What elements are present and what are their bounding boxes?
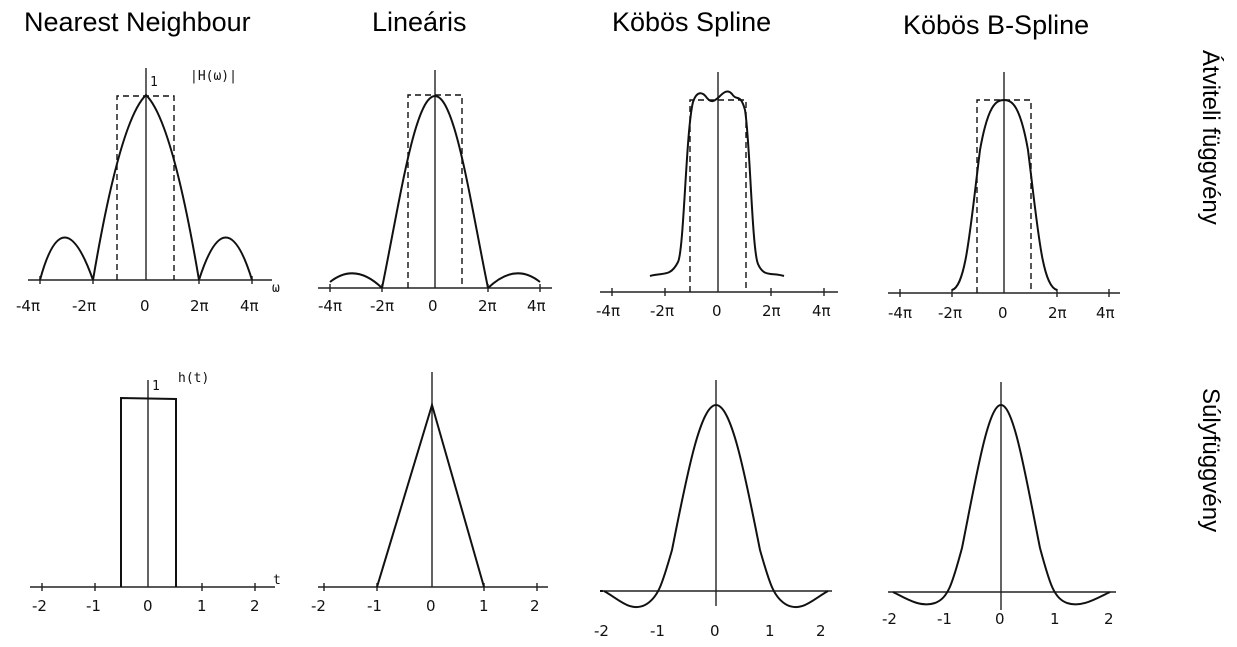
tick-label: 0 <box>140 297 150 315</box>
transfer-curve-side-right <box>487 272 541 289</box>
weight-box <box>120 396 177 587</box>
transfer-curve-side-left <box>39 236 94 281</box>
tick-label: 2 <box>1104 610 1114 628</box>
panel-transfer-nearest: 1 |H(ω)| ω -4π -2π 0 2π 4π <box>16 68 280 315</box>
tick-label: 2 <box>530 597 540 615</box>
tick-label: -4π <box>888 304 912 322</box>
tick-label: -4π <box>318 297 342 315</box>
transfer-curve <box>951 98 1058 291</box>
tick-label: 2π <box>762 302 781 320</box>
tick-label: 2π <box>190 297 209 315</box>
tick-label: -1 <box>86 597 101 615</box>
tick-label: 0 <box>712 302 722 320</box>
tick-label: 2 <box>250 597 260 615</box>
tick-label: 4π <box>527 297 546 315</box>
tick-label: 0 <box>426 597 436 615</box>
tick-label: -2π <box>650 302 674 320</box>
tick-label: -2π <box>72 297 96 315</box>
title-nearest-neighbour: Nearest Neighbour <box>24 7 251 37</box>
tick-label: 4π <box>240 297 259 315</box>
tick-label: -1 <box>650 622 665 640</box>
annotation-H: |H(ω)| <box>190 69 237 84</box>
panel-transfer-cubic-bspline: -4π -2π 0 2π 4π <box>888 72 1120 322</box>
tick-label: 1 <box>479 597 489 615</box>
transfer-curve-side-right <box>198 236 253 281</box>
weight-curve <box>892 403 1111 606</box>
annotation-h: h(t) <box>178 371 209 386</box>
tick-label: 4π <box>812 302 831 320</box>
tick-label: 0 <box>710 622 720 640</box>
tick-label: -2π <box>370 297 394 315</box>
row-label-weight: Súlyfüggvény <box>1197 388 1224 532</box>
ideal-box <box>689 99 747 292</box>
panel-transfer-linear: -4π -2π 0 2π 4π <box>318 70 552 315</box>
tick-label: 0 <box>428 297 438 315</box>
tick-label: 2 <box>816 622 826 640</box>
panel-weight-linear: -2 -1 0 1 2 <box>311 372 548 615</box>
tick-label: 0 <box>995 610 1005 628</box>
tick-label: 1 <box>197 597 207 615</box>
row-label-transfer: Átviteli függvény <box>1197 50 1224 225</box>
panel-weight-nearest: 1 h(t) t -2 -1 0 1 2 <box>30 371 281 615</box>
annotation-one: 1 <box>150 75 158 90</box>
tick-label: -4π <box>16 297 40 315</box>
tick-label: -2π <box>938 304 962 322</box>
tick-label: 4π <box>1096 304 1115 322</box>
annotation-t: t <box>273 573 281 588</box>
tick-label: 2π <box>1048 304 1067 322</box>
tick-label: -1 <box>937 610 952 628</box>
tick-label: -4π <box>596 302 620 320</box>
weight-triangle <box>376 401 485 588</box>
title-kobos-b-spline: Köbös B-Spline <box>903 10 1089 40</box>
annotation-omega: ω <box>272 281 280 296</box>
tick-label: -2 <box>32 597 47 615</box>
transfer-curve-side-left <box>329 272 383 289</box>
tick-label: 1 <box>1050 610 1060 628</box>
transfer-curve <box>649 90 785 277</box>
tick-label: 2π <box>478 297 497 315</box>
tick-label: -1 <box>367 597 382 615</box>
panel-transfer-cubic-spline: -4π -2π 0 2π 4π <box>596 72 838 320</box>
title-kobos-spline: Köbös Spline <box>612 7 771 37</box>
transfer-curve-main <box>92 93 200 281</box>
panel-weight-cubic-spline: -2 -1 0 1 2 <box>594 380 832 640</box>
weight-curve <box>603 403 829 609</box>
tick-label: 0 <box>998 304 1008 322</box>
tick-label: -2 <box>594 622 609 640</box>
tick-label: -2 <box>882 610 897 628</box>
tick-label: 0 <box>143 597 153 615</box>
tick-label: -2 <box>311 597 326 615</box>
tick-label: 1 <box>765 622 775 640</box>
annotation-one: 1 <box>152 379 160 394</box>
title-linearis: Lineáris <box>372 7 467 37</box>
panel-weight-cubic-bspline: -2 -1 0 1 2 <box>882 382 1116 628</box>
transfer-curve-main <box>381 94 489 289</box>
